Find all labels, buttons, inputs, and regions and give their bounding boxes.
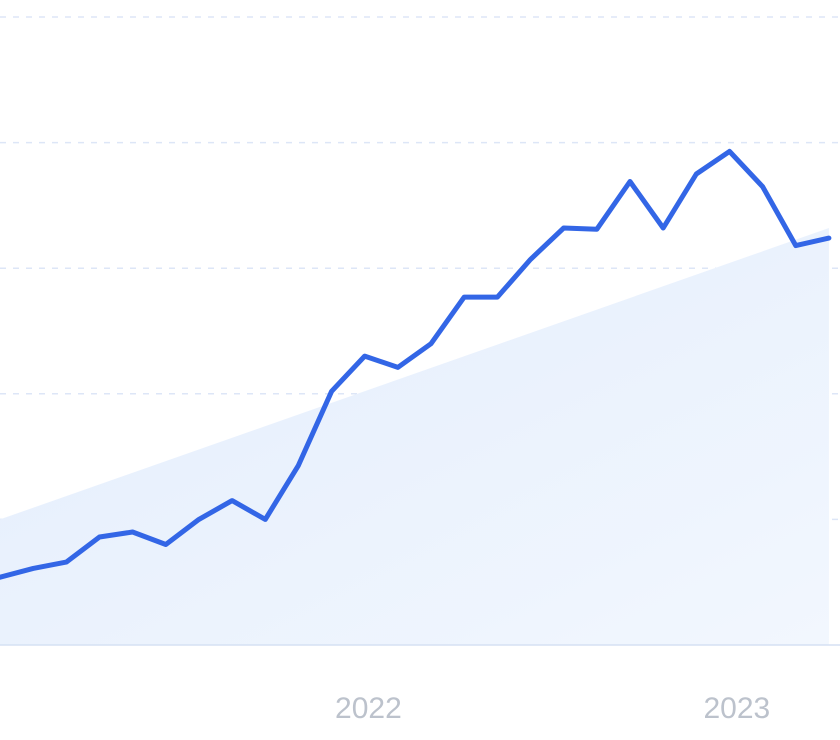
series-layer bbox=[0, 148, 832, 580]
x-tick-label: 2022 bbox=[335, 692, 402, 725]
trend-area-fill bbox=[0, 228, 829, 645]
x-axis-ticks: 2022 2023 bbox=[335, 692, 770, 725]
series-line-0 bbox=[0, 148, 832, 580]
trend-area bbox=[0, 228, 829, 645]
x-tick-label: 2023 bbox=[703, 692, 770, 725]
